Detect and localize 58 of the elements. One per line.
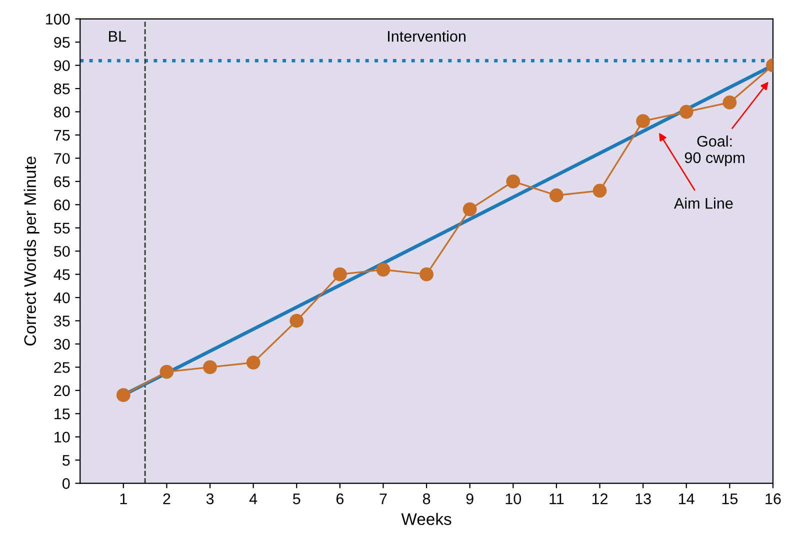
x-tick-label: 11 (550, 494, 564, 504)
x-tick-label: 10 (506, 493, 522, 504)
y-tick-label: 100 (46, 14, 70, 25)
y-tick-label: 85 (54, 83, 70, 94)
annotation: Aim Line (674, 198, 733, 209)
x-tick-label: 6 (336, 493, 344, 504)
annotation: BL (109, 31, 126, 42)
x-axis-title: Weeks (401, 512, 452, 526)
y-tick-label: 15 (54, 408, 70, 420)
x-tick-label: 13 (636, 493, 651, 504)
y-tick-label: 50 (54, 246, 70, 257)
y-tick-label: 0 (62, 478, 70, 489)
y-tick-label: 45 (54, 269, 70, 280)
point (722, 96, 737, 110)
point (332, 267, 347, 282)
y-tick-label: 75 (54, 130, 70, 141)
point (376, 262, 390, 277)
x-tick-label: 8 (422, 493, 430, 504)
y-tick-label: 10 (54, 432, 70, 443)
annotation: Goal: 90 cwpm (684, 135, 744, 166)
y-tick-label: 90 (54, 60, 70, 72)
point (116, 388, 130, 402)
x-tick-label: 12 (592, 493, 608, 504)
x-tick-label: 4 (249, 494, 258, 504)
point (679, 104, 694, 119)
x-tick-label: 16 (766, 493, 781, 504)
y-axis-title: Correct Words per Minute (24, 156, 40, 346)
x-tick-label: 1 (120, 494, 127, 504)
x-tick-label: 7 (380, 494, 387, 504)
point (420, 267, 434, 282)
point (636, 114, 650, 128)
point (203, 360, 217, 374)
x-tick-label: 14 (679, 494, 694, 504)
point (592, 184, 607, 198)
x-tick-label: 9 (466, 493, 474, 504)
y-tick-label: 95 (54, 36, 70, 48)
x-tick-label: 15 (722, 494, 738, 504)
y-tick-label: 30 (54, 338, 70, 350)
point (246, 356, 260, 370)
x-tick-label: 2 (163, 493, 170, 504)
y-tick-label: 60 (54, 200, 70, 210)
y-tick-label: 20 (54, 385, 70, 396)
point (506, 174, 520, 188)
y-tick-label: 35 (54, 316, 70, 326)
y-tick-label: 40 (54, 292, 70, 304)
y-tick-label: 5 (62, 455, 70, 466)
point (290, 314, 304, 328)
point (550, 188, 564, 202)
y-tick-label: 80 (54, 106, 70, 118)
x-tick-label: 5 (292, 494, 300, 504)
y-tick-label: 25 (54, 362, 70, 373)
y-tick-label: 65 (54, 176, 70, 188)
y-tick-label: 55 (54, 222, 70, 234)
point (462, 202, 477, 216)
annotation: Intervention (388, 30, 466, 42)
y-tick-label: 70 (54, 153, 70, 164)
point (160, 364, 174, 379)
x-tick-label: 3 (206, 493, 214, 504)
